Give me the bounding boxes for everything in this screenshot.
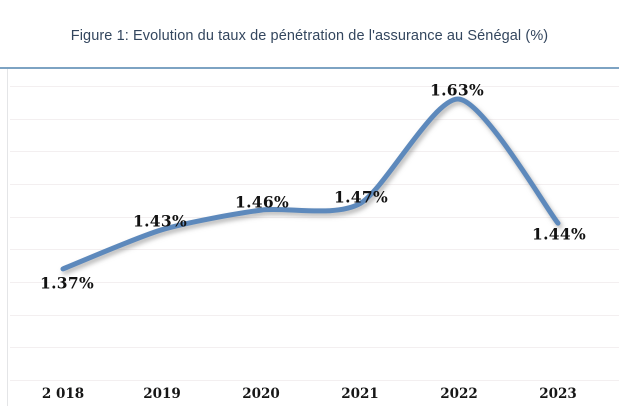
gridline xyxy=(10,86,619,87)
figure-title: Figure 1: Evolution du taux de pénétrati… xyxy=(70,28,549,44)
gridline xyxy=(10,151,619,153)
data-label: 1.47% xyxy=(334,187,388,207)
gridline xyxy=(10,282,619,283)
data-label: 1.44% xyxy=(532,224,586,244)
data-label: 1.37% xyxy=(40,273,94,293)
trend-line xyxy=(60,96,561,272)
gridline xyxy=(10,314,619,316)
gridline xyxy=(10,249,619,251)
gridline xyxy=(10,347,619,349)
data-label: 1.63% xyxy=(430,80,484,100)
x-axis-label: 2019 xyxy=(143,386,181,402)
gridline xyxy=(10,216,619,218)
chart-top-border xyxy=(0,67,619,69)
data-label: 1.46% xyxy=(235,192,289,212)
gridline xyxy=(10,184,619,185)
gridline xyxy=(10,380,619,381)
x-axis-label: 2020 xyxy=(242,386,280,402)
x-axis-label: 2 018 xyxy=(41,386,85,402)
x-axis-label: 2023 xyxy=(539,386,577,402)
x-axis-label: 2021 xyxy=(341,386,379,402)
chart-left-border xyxy=(7,69,8,406)
gridline xyxy=(10,118,619,120)
data-label: 1.43% xyxy=(133,211,187,231)
x-axis-label: 2022 xyxy=(440,386,478,402)
